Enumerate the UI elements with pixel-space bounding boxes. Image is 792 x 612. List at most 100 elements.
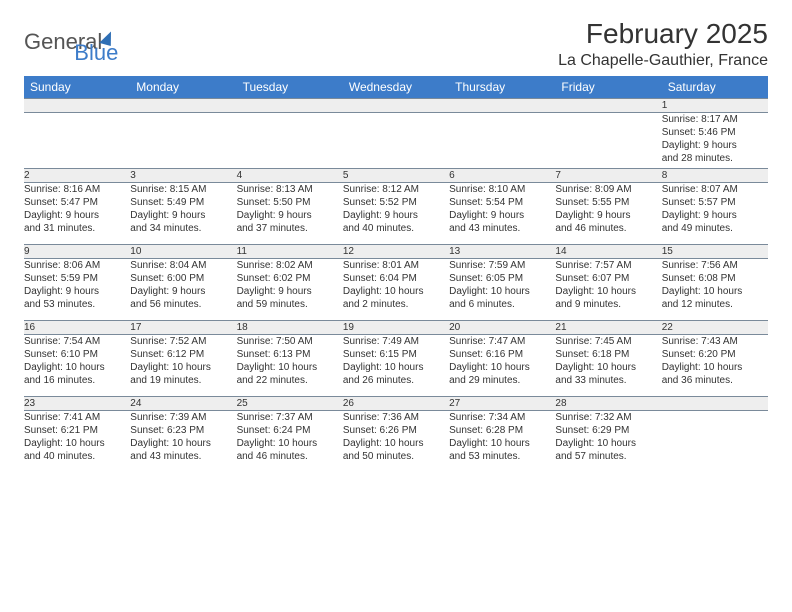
day-number-cell: 22 — [662, 321, 768, 335]
sunset-text: Sunset: 6:10 PM — [24, 348, 130, 361]
day-number-cell: 4 — [237, 169, 343, 183]
day-info-row: Sunrise: 7:41 AMSunset: 6:21 PMDaylight:… — [24, 411, 768, 473]
sunset-text: Sunset: 5:47 PM — [24, 196, 130, 209]
day-number-row: 9101112131415 — [24, 245, 768, 259]
daylight-text: Daylight: 10 hours — [662, 285, 768, 298]
daylight-text: Daylight: 10 hours — [343, 437, 449, 450]
page-title: February 2025 — [558, 18, 768, 50]
weekday-header: Wednesday — [343, 76, 449, 99]
sunrise-text: Sunrise: 7:32 AM — [555, 411, 661, 424]
day-number-cell: 9 — [24, 245, 130, 259]
day-info-cell: Sunrise: 7:54 AMSunset: 6:10 PMDaylight:… — [24, 335, 130, 397]
daylight-text: Daylight: 10 hours — [24, 361, 130, 374]
day-info-cell — [24, 113, 130, 169]
day-number-cell: 24 — [130, 397, 236, 411]
day-info-cell: Sunrise: 7:39 AMSunset: 6:23 PMDaylight:… — [130, 411, 236, 473]
sunrise-text: Sunrise: 7:41 AM — [24, 411, 130, 424]
day-info-cell: Sunrise: 7:59 AMSunset: 6:05 PMDaylight:… — [449, 259, 555, 321]
day-number-cell: 28 — [555, 397, 661, 411]
daylight-text: and 26 minutes. — [343, 374, 449, 387]
weekday-header: Monday — [130, 76, 236, 99]
sunrise-text: Sunrise: 7:57 AM — [555, 259, 661, 272]
logo: General Blue — [24, 18, 118, 66]
day-info-cell: Sunrise: 7:41 AMSunset: 6:21 PMDaylight:… — [24, 411, 130, 473]
daylight-text: and 53 minutes. — [449, 450, 555, 463]
day-info-cell: Sunrise: 8:13 AMSunset: 5:50 PMDaylight:… — [237, 183, 343, 245]
daylight-text: and 9 minutes. — [555, 298, 661, 311]
sunrise-text: Sunrise: 7:34 AM — [449, 411, 555, 424]
daylight-text: and 50 minutes. — [343, 450, 449, 463]
weekday-header: Saturday — [662, 76, 768, 99]
day-number-cell: 5 — [343, 169, 449, 183]
day-number-cell: 18 — [237, 321, 343, 335]
day-info-cell: Sunrise: 7:47 AMSunset: 6:16 PMDaylight:… — [449, 335, 555, 397]
sunrise-text: Sunrise: 8:04 AM — [130, 259, 236, 272]
day-info-cell: Sunrise: 8:04 AMSunset: 6:00 PMDaylight:… — [130, 259, 236, 321]
sunrise-text: Sunrise: 8:15 AM — [130, 183, 236, 196]
daylight-text: Daylight: 10 hours — [555, 361, 661, 374]
sunrise-text: Sunrise: 8:10 AM — [449, 183, 555, 196]
daylight-text: and 53 minutes. — [24, 298, 130, 311]
sunset-text: Sunset: 6:02 PM — [237, 272, 343, 285]
day-info-cell: Sunrise: 8:09 AMSunset: 5:55 PMDaylight:… — [555, 183, 661, 245]
sunset-text: Sunset: 6:15 PM — [343, 348, 449, 361]
day-number-cell — [237, 99, 343, 113]
sunset-text: Sunset: 6:21 PM — [24, 424, 130, 437]
weekday-header: Friday — [555, 76, 661, 99]
sunrise-text: Sunrise: 7:52 AM — [130, 335, 236, 348]
daylight-text: Daylight: 10 hours — [130, 437, 236, 450]
sunrise-text: Sunrise: 7:39 AM — [130, 411, 236, 424]
day-number-cell: 17 — [130, 321, 236, 335]
sunset-text: Sunset: 6:26 PM — [343, 424, 449, 437]
sunset-text: Sunset: 5:54 PM — [449, 196, 555, 209]
day-number-cell: 19 — [343, 321, 449, 335]
day-number-cell — [555, 99, 661, 113]
daylight-text: and 6 minutes. — [449, 298, 555, 311]
sunrise-text: Sunrise: 7:59 AM — [449, 259, 555, 272]
day-info-cell: Sunrise: 8:02 AMSunset: 6:02 PMDaylight:… — [237, 259, 343, 321]
day-number-cell: 23 — [24, 397, 130, 411]
daylight-text: Daylight: 9 hours — [662, 209, 768, 222]
sunrise-text: Sunrise: 8:02 AM — [237, 259, 343, 272]
sunrise-text: Sunrise: 7:36 AM — [343, 411, 449, 424]
day-info-cell: Sunrise: 7:36 AMSunset: 6:26 PMDaylight:… — [343, 411, 449, 473]
sunset-text: Sunset: 6:05 PM — [449, 272, 555, 285]
day-info-cell: Sunrise: 7:32 AMSunset: 6:29 PMDaylight:… — [555, 411, 661, 473]
sunset-text: Sunset: 6:20 PM — [662, 348, 768, 361]
daylight-text: and 43 minutes. — [449, 222, 555, 235]
day-number-cell: 1 — [662, 99, 768, 113]
weekday-header: Tuesday — [237, 76, 343, 99]
sunrise-text: Sunrise: 7:43 AM — [662, 335, 768, 348]
day-info-row: Sunrise: 8:06 AMSunset: 5:59 PMDaylight:… — [24, 259, 768, 321]
day-number-cell: 21 — [555, 321, 661, 335]
calendar-table: Sunday Monday Tuesday Wednesday Thursday… — [24, 76, 768, 473]
daylight-text: Daylight: 10 hours — [130, 361, 236, 374]
sunset-text: Sunset: 5:50 PM — [237, 196, 343, 209]
daylight-text: and 19 minutes. — [130, 374, 236, 387]
day-info-cell: Sunrise: 8:16 AMSunset: 5:47 PMDaylight:… — [24, 183, 130, 245]
weekday-header: Sunday — [24, 76, 130, 99]
sunset-text: Sunset: 6:07 PM — [555, 272, 661, 285]
day-info-cell: Sunrise: 8:06 AMSunset: 5:59 PMDaylight:… — [24, 259, 130, 321]
day-info-row: Sunrise: 7:54 AMSunset: 6:10 PMDaylight:… — [24, 335, 768, 397]
day-info-cell: Sunrise: 8:15 AMSunset: 5:49 PMDaylight:… — [130, 183, 236, 245]
day-number-cell: 15 — [662, 245, 768, 259]
day-info-cell: Sunrise: 7:56 AMSunset: 6:08 PMDaylight:… — [662, 259, 768, 321]
sunset-text: Sunset: 6:18 PM — [555, 348, 661, 361]
title-block: February 2025 La Chapelle-Gauthier, Fran… — [558, 18, 768, 70]
sunrise-text: Sunrise: 7:47 AM — [449, 335, 555, 348]
day-info-cell: Sunrise: 7:52 AMSunset: 6:12 PMDaylight:… — [130, 335, 236, 397]
sunset-text: Sunset: 5:55 PM — [555, 196, 661, 209]
daylight-text: Daylight: 9 hours — [555, 209, 661, 222]
day-number-row: 2345678 — [24, 169, 768, 183]
day-number-cell: 16 — [24, 321, 130, 335]
sunrise-text: Sunrise: 8:12 AM — [343, 183, 449, 196]
daylight-text: Daylight: 10 hours — [343, 361, 449, 374]
daylight-text: Daylight: 9 hours — [662, 139, 768, 152]
sunrise-text: Sunrise: 7:50 AM — [237, 335, 343, 348]
daylight-text: Daylight: 10 hours — [555, 437, 661, 450]
sunrise-text: Sunrise: 8:17 AM — [662, 113, 768, 126]
day-info-cell — [130, 113, 236, 169]
weekday-header: Thursday — [449, 76, 555, 99]
day-info-cell — [237, 113, 343, 169]
